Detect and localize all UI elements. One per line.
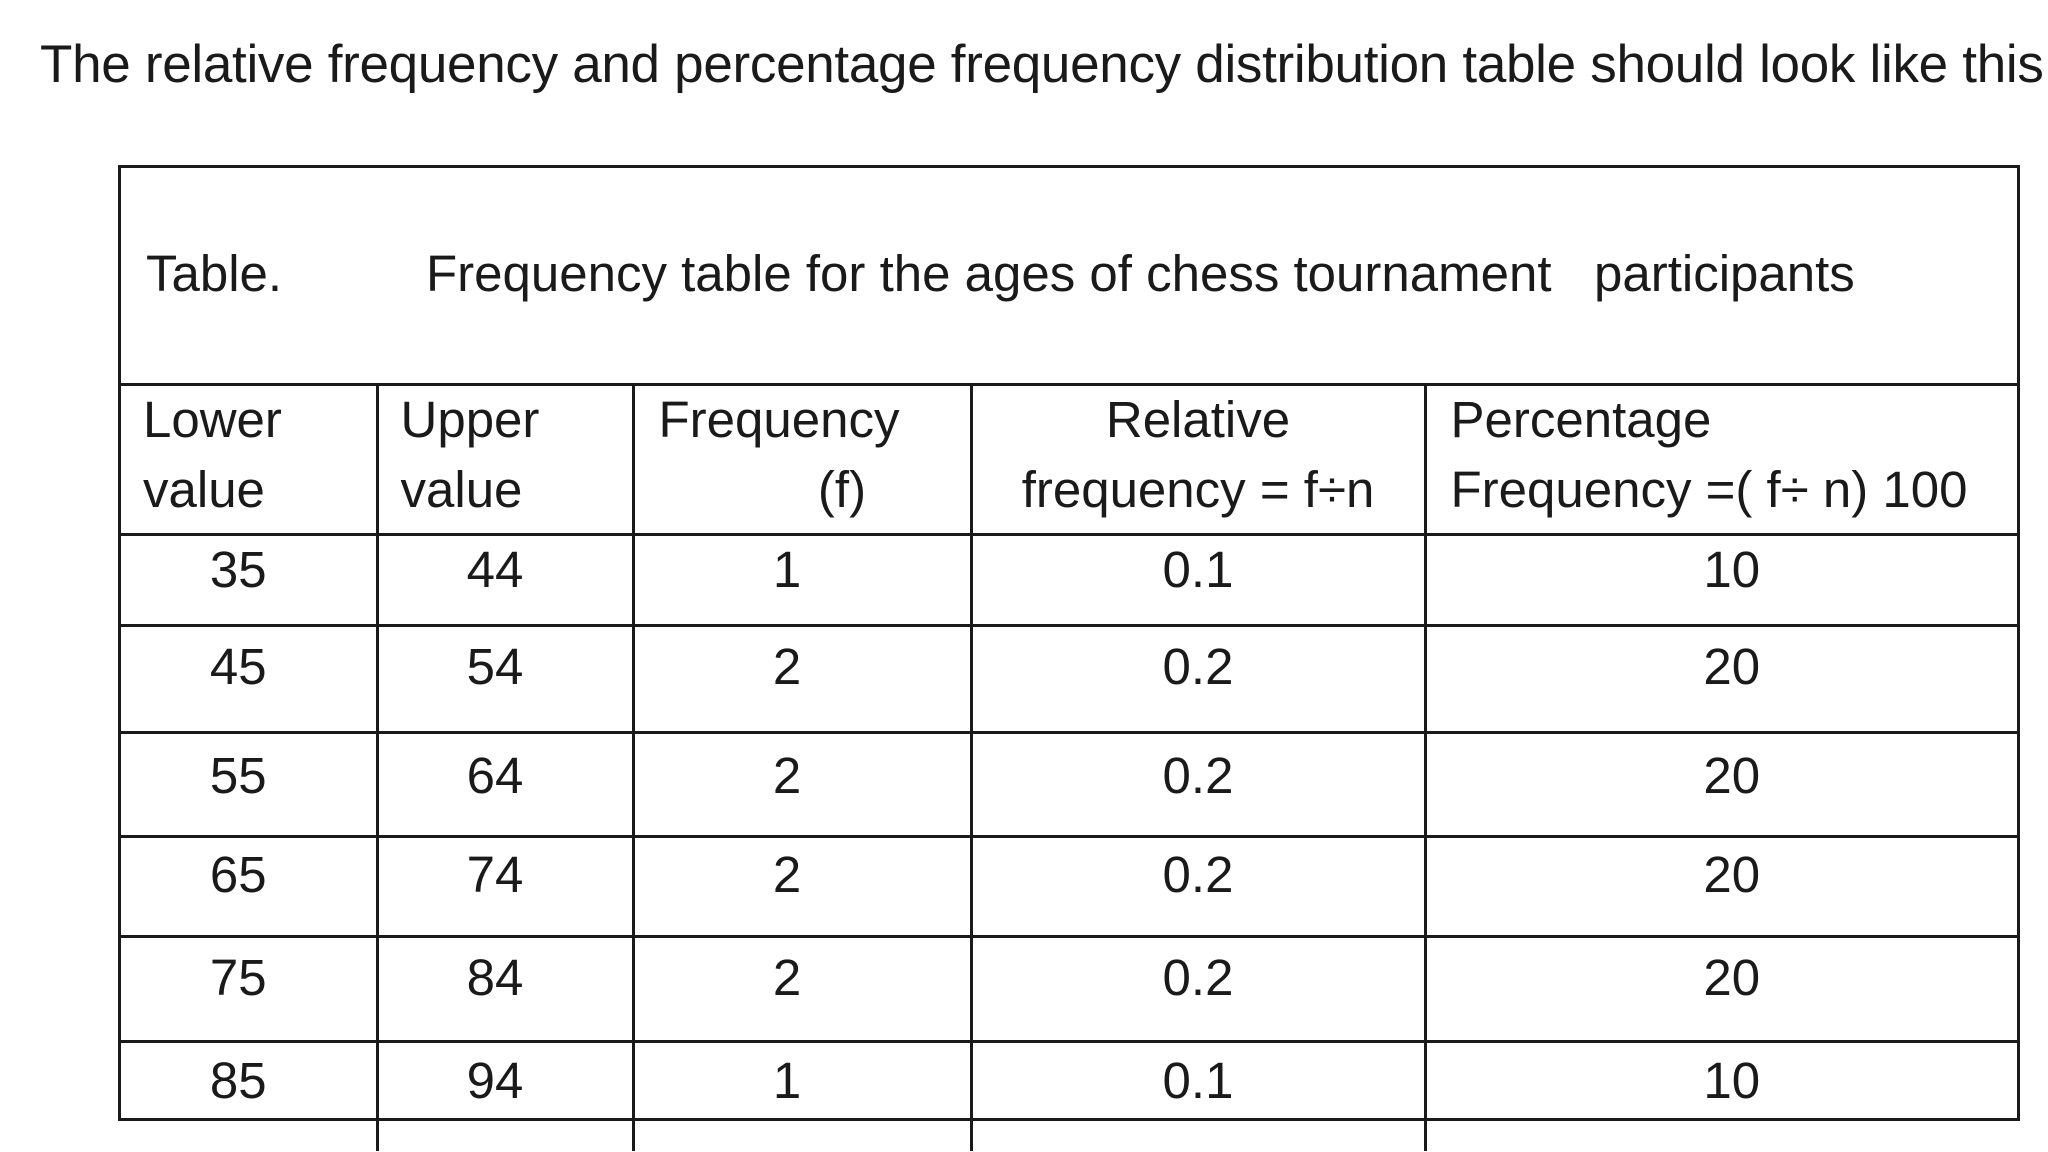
- frequency-table: Table. Frequency table for the ages of c…: [118, 165, 2020, 1151]
- frequency-grid: Lower value Upper value Frequency (f) Re…: [121, 383, 2017, 1151]
- cell-relative-frequency: 0.2: [969, 732, 1425, 838]
- cell-relative-frequency: 0.1: [969, 534, 1425, 627]
- intro-text: The relative frequency and percentage fr…: [40, 35, 2048, 94]
- cell-percentage-frequency: 10: [1423, 534, 2017, 627]
- cell-percentage-frequency: 10: [1423, 1041, 2017, 1151]
- table-row: 55 64 2 0.2 20: [121, 732, 2017, 838]
- cell-percentage-frequency: 20: [1423, 625, 2017, 734]
- cell-upper-value: 64: [375, 732, 633, 838]
- table-row: 65 74 2 0.2 20: [121, 836, 2017, 938]
- cell-lower-value: 85: [209, 1052, 267, 1109]
- cell-upper-value: 44: [375, 534, 633, 627]
- table-caption-text: Frequency table for the ages of chess to…: [426, 245, 1855, 302]
- header-relative-frequency: Relative frequency = f÷n: [969, 383, 1425, 536]
- cell-upper-value: 84: [375, 936, 633, 1043]
- cell-relative-frequency: 0.2: [969, 836, 1425, 938]
- cell-frequency: 2: [631, 732, 971, 838]
- cell-percentage-frequency: 20: [1423, 836, 2017, 938]
- table-row: 75 84 2 0.2 20: [121, 936, 2017, 1043]
- table-caption: Table. Frequency table for the ages of c…: [121, 168, 2017, 386]
- cell-lower-value: 75: [121, 936, 377, 1043]
- cell-percentage-frequency: 20: [1423, 936, 2017, 1043]
- cell-relative-frequency: 0.1: [969, 1041, 1425, 1151]
- table-row: 45 54 2 0.2 20: [121, 625, 2017, 734]
- cell-upper-value: 74: [375, 836, 633, 938]
- cell-relative-frequency: 0.2: [969, 936, 1425, 1043]
- cell-relative-frequency: 0.2: [969, 625, 1425, 734]
- header-lower-value: Lower value: [121, 383, 377, 536]
- cell-frequency: 1: [631, 1041, 971, 1151]
- cell-lower-value: 65: [121, 836, 377, 938]
- cell-percentage-frequency: 20: [1423, 732, 2017, 838]
- table-row: 35 44 1 0.1 10: [121, 534, 2017, 627]
- cell-frequency: 2: [631, 936, 971, 1043]
- cell-frequency: 1: [631, 534, 971, 627]
- cell-frequency: 2: [631, 625, 971, 734]
- table-row: 85 94 1 0.1 10: [121, 1041, 2017, 1151]
- table-caption-label: Table.: [146, 245, 283, 302]
- cell-upper-value: 54: [375, 625, 633, 734]
- cell-lower-value: 55: [121, 732, 377, 838]
- cell-lower-value: 35: [121, 534, 377, 627]
- cell-frequency: 2: [631, 836, 971, 938]
- cell-lower-value: 45: [121, 625, 377, 734]
- header-row: Lower value Upper value Frequency (f) Re…: [121, 383, 2017, 536]
- header-frequency: Frequency (f): [631, 383, 971, 536]
- header-upper-value: Upper value: [375, 383, 633, 536]
- cell-upper-value: 94: [375, 1041, 633, 1151]
- header-percentage-frequency: Percentage Frequency =( f÷ n) 100: [1423, 383, 2017, 536]
